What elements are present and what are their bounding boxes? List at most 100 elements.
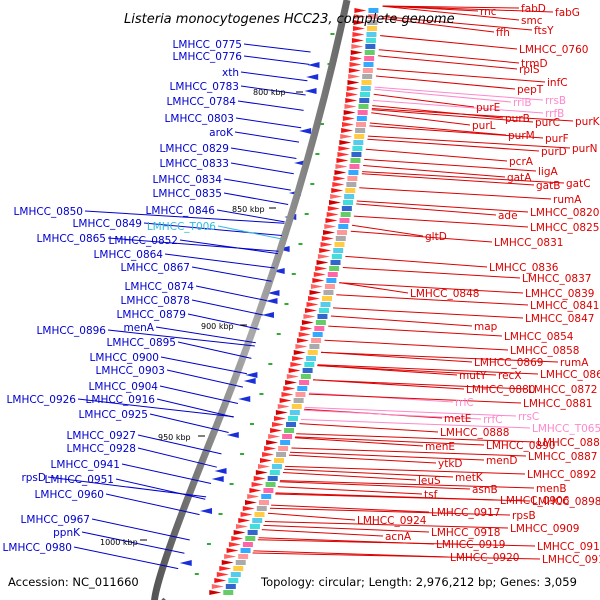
- cds-forward-mark: [226, 548, 239, 553]
- accession-label: Accession: NC_011660: [8, 575, 139, 589]
- gene-label-right: LMHCC_0836: [489, 262, 559, 274]
- gene-label-left: LMHCC_0783: [170, 81, 239, 93]
- gc-mark: [240, 453, 245, 455]
- cog-tile: [312, 332, 323, 337]
- cds-forward-mark: [350, 50, 363, 55]
- cds-forward-mark: [211, 584, 224, 589]
- gene-label-left: LMHCC_0829: [160, 143, 229, 155]
- cog-tile: [306, 356, 317, 361]
- feature-rings: [179, 8, 379, 595]
- cds-forward-mark: [238, 518, 251, 523]
- cds-forward-mark: [264, 446, 277, 451]
- gene-label-left: LMHCC_0926: [7, 394, 77, 406]
- leader-line: [339, 282, 409, 294]
- cog-tile: [363, 62, 374, 67]
- leader-line: [179, 239, 279, 255]
- gene-label-left: LMHCC_0951: [45, 474, 114, 486]
- cds-forward-mark: [288, 368, 301, 373]
- cog-tile: [360, 86, 371, 91]
- gene-label-right: menE: [425, 441, 455, 453]
- leader-line: [279, 481, 471, 490]
- cog-tile: [344, 194, 355, 199]
- gene-label-left: LMHCC_0867: [121, 262, 190, 274]
- leader-line: [275, 493, 531, 502]
- leader-line: [177, 341, 252, 359]
- leader-line: [234, 131, 300, 143]
- gc-mark: [250, 423, 255, 425]
- cog-tile: [245, 536, 256, 541]
- gene-label-right: rrlB: [513, 97, 532, 109]
- cds-forward-mark: [270, 428, 283, 433]
- gene-label-left: LMHCC_0927: [67, 430, 136, 442]
- leader-line: [351, 224, 424, 237]
- gene-label-right: LMHCC_0841: [530, 300, 599, 312]
- topology-label: Topology: circular; Length: 2,976,212 bp…: [260, 575, 577, 589]
- gene-label-right: ade: [498, 210, 518, 222]
- cds-forward-mark: [257, 464, 270, 469]
- cog-tile: [295, 392, 306, 397]
- gene-label-right: rnc: [480, 6, 497, 18]
- leader-line: [230, 147, 297, 159]
- cog-tile: [282, 434, 293, 439]
- gc-mark: [284, 303, 289, 305]
- gene-label-left: LMHCC_0776: [173, 51, 243, 63]
- leader-line: [191, 299, 264, 316]
- gene-label-right: fabD: [521, 3, 546, 15]
- gc-mark: [304, 213, 309, 215]
- leader-line: [137, 447, 217, 468]
- cds-forward-mark: [233, 530, 246, 535]
- cds-forward-mark: [255, 470, 268, 475]
- gene-label-right: LMHCC_0820: [530, 207, 599, 219]
- cog-tile: [365, 38, 376, 43]
- cog-tile: [333, 248, 344, 253]
- leader-line: [295, 436, 485, 446]
- cds-reverse-mark: [243, 378, 256, 384]
- cog-tile: [302, 368, 313, 373]
- leader-line: [115, 478, 206, 500]
- tick-label: 850 kbp: [232, 205, 265, 214]
- gene-label-left: LMHCC_0864: [94, 249, 164, 261]
- cog-tile: [261, 494, 272, 499]
- cds-forward-mark: [292, 356, 305, 361]
- cds-forward-mark: [329, 200, 341, 205]
- gene-label-right: LMHCC_0906: [500, 495, 570, 507]
- cds-forward-mark: [273, 416, 286, 421]
- gene-label-left: LMHCC_0846: [146, 205, 216, 217]
- cds-forward-mark: [281, 392, 294, 397]
- leader-line: [336, 294, 529, 306]
- gene-label-right: menB: [536, 483, 567, 495]
- cog-tile: [242, 542, 253, 547]
- cog-tile: [280, 440, 291, 445]
- cds-forward-mark: [260, 458, 273, 463]
- cds-forward-mark: [303, 314, 316, 319]
- leader-line: [373, 93, 475, 108]
- cds-forward-mark: [351, 44, 364, 49]
- cds-forward-mark: [341, 128, 354, 133]
- leader-line: [308, 393, 522, 404]
- leader-line: [166, 369, 244, 388]
- cds-reverse-mark: [304, 88, 317, 94]
- gene-label-right: ligA: [538, 166, 558, 178]
- leader-line: [381, 17, 495, 33]
- cog-tile: [329, 266, 340, 271]
- cds-forward-mark: [313, 272, 326, 277]
- cds-forward-mark: [298, 332, 311, 337]
- leader-line: [296, 433, 536, 443]
- cog-tile: [335, 236, 346, 241]
- cds-forward-mark: [332, 182, 345, 187]
- cds-forward-mark: [240, 512, 253, 517]
- map-title: Listeria monocytogenes HCC23, complete g…: [124, 12, 455, 27]
- cog-tile: [320, 302, 331, 307]
- leader-line: [240, 71, 308, 82]
- cds-forward-mark: [315, 266, 328, 271]
- cds-forward-mark: [279, 398, 292, 403]
- gene-label-right: smc: [521, 15, 543, 27]
- cds-forward-mark: [300, 326, 313, 331]
- gc-mark: [330, 33, 335, 35]
- cog-tile: [299, 380, 310, 385]
- leader-line: [375, 75, 516, 90]
- cog-tile: [351, 152, 362, 157]
- cds-reverse-mark: [272, 268, 285, 274]
- cog-tile: [223, 590, 234, 595]
- tick-label: 950 kbp: [158, 433, 191, 442]
